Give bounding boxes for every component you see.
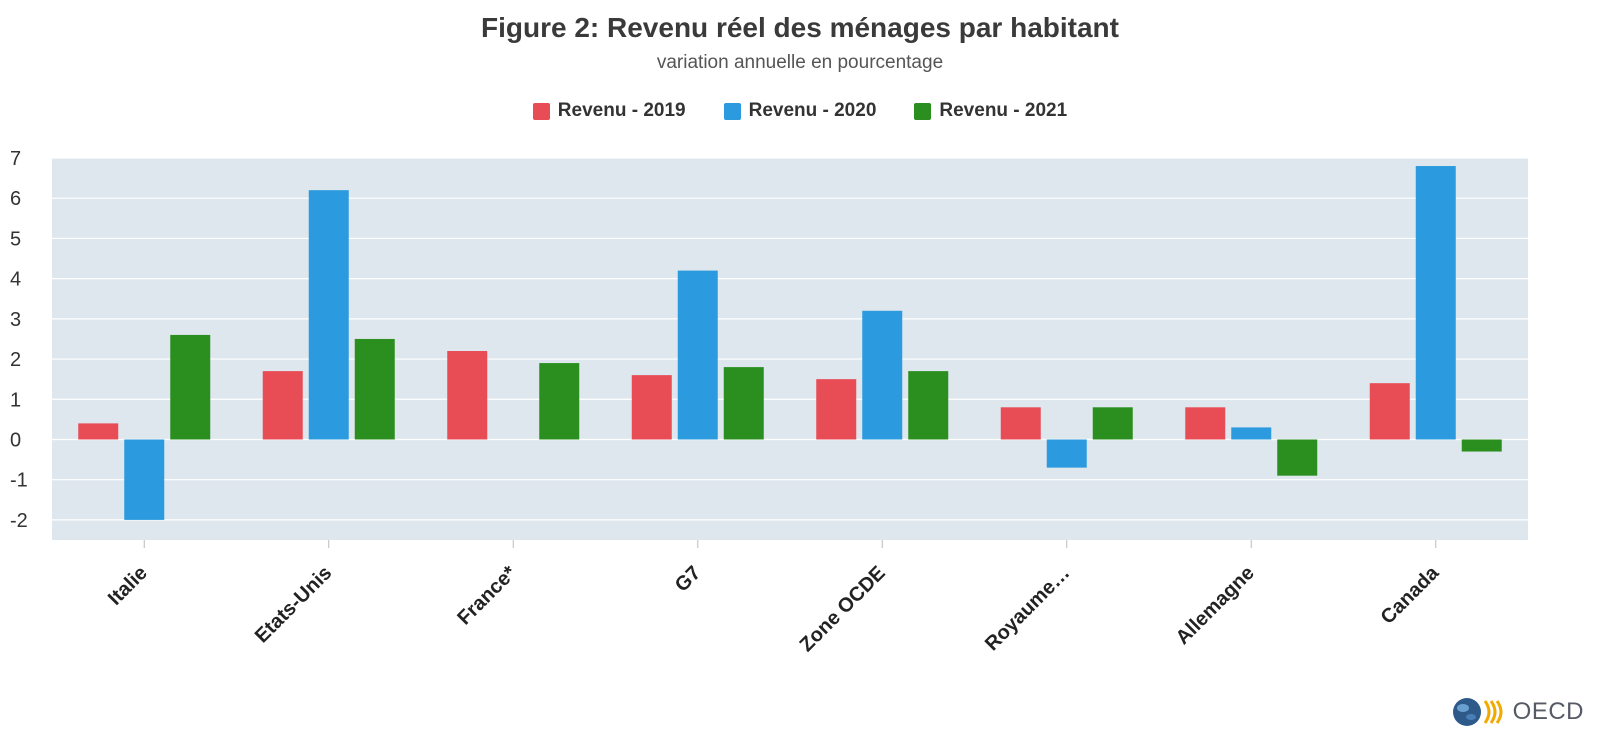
legend-label-2019: Revenu - 2019 xyxy=(557,100,686,121)
bar-italie-revenu-2020 xyxy=(124,439,165,520)
oecd-globe-icon xyxy=(1452,698,1503,726)
y-tick-label: -1 xyxy=(10,470,28,492)
bar-france-revenu-2019 xyxy=(447,351,488,440)
plot-area xyxy=(52,158,1528,540)
x-tick-label: Allemagne xyxy=(1172,562,1259,649)
chart-subtitle: variation annuelle en pourcentage xyxy=(656,52,944,73)
legend-item-2021[interactable]: Revenu - 2021 xyxy=(914,100,1067,122)
bar-etats-unis-revenu-2021 xyxy=(354,338,395,440)
y-tick-label: 6 xyxy=(10,188,21,210)
legend-item-2019[interactable]: Revenu - 2019 xyxy=(532,100,686,122)
chart-title: Figure 2: Revenu réel des ménages par ha… xyxy=(481,12,1119,43)
bar-allemagne-revenu-2021 xyxy=(1277,439,1318,476)
oecd-logo: OECD xyxy=(1451,695,1584,729)
bar-france-revenu-2021 xyxy=(539,363,580,440)
x-tick-label: France* xyxy=(453,562,521,630)
bar-royaume-revenu-2019 xyxy=(1000,407,1041,440)
x-tick-label: Zone OCDE xyxy=(796,562,890,656)
legend-label-2021: Revenu - 2021 xyxy=(939,100,1068,121)
y-tick-label: 4 xyxy=(10,269,21,291)
bar-etats-unis-revenu-2019 xyxy=(262,371,303,440)
legend: Revenu - 2019 Revenu - 2020 Revenu - 202… xyxy=(0,100,1600,122)
y-tick-label: 2 xyxy=(10,349,21,371)
y-tick-label: 0 xyxy=(10,429,21,451)
bar-royaume-revenu-2021 xyxy=(1092,407,1133,440)
bar-zone-ocde-revenu-2021 xyxy=(908,371,949,440)
bar-canada-revenu-2021 xyxy=(1461,439,1502,452)
legend-swatch-2019 xyxy=(532,102,550,120)
x-tick-label: Royaume… xyxy=(981,562,1074,655)
bar-zone-ocde-revenu-2019 xyxy=(816,379,857,440)
legend-swatch-2020 xyxy=(723,102,741,120)
y-tick-label: 7 xyxy=(10,148,21,170)
oecd-logo-text: OECD xyxy=(1512,698,1584,725)
bar-g7-revenu-2020 xyxy=(677,270,718,440)
bar-g7-revenu-2021 xyxy=(723,367,764,440)
legend-item-2020[interactable]: Revenu - 2020 xyxy=(723,100,877,122)
bar-etats-unis-revenu-2020 xyxy=(308,190,349,440)
bar-canada-revenu-2019 xyxy=(1369,383,1410,440)
bar-italie-revenu-2021 xyxy=(170,334,211,440)
bar-g7-revenu-2019 xyxy=(631,375,672,440)
bar-zone-ocde-revenu-2020 xyxy=(862,310,903,440)
y-tick-label: 5 xyxy=(10,228,21,250)
y-tick-label: 3 xyxy=(10,309,21,331)
y-tick-label: 1 xyxy=(10,389,21,411)
x-tick-label: Italie xyxy=(104,562,152,610)
legend-label-2020: Revenu - 2020 xyxy=(748,100,877,121)
x-tick-label: Etats-Unis xyxy=(251,562,336,647)
bar-royaume-revenu-2020 xyxy=(1046,439,1087,468)
legend-swatch-2021 xyxy=(914,102,932,120)
y-tick-label: -2 xyxy=(10,510,28,532)
x-tick-label: Canada xyxy=(1377,561,1444,628)
bar-italie-revenu-2019 xyxy=(78,423,119,440)
x-tick-label: G7 xyxy=(671,562,705,596)
bar-allemagne-revenu-2020 xyxy=(1231,427,1272,440)
bar-allemagne-revenu-2019 xyxy=(1185,407,1226,440)
bar-canada-revenu-2020 xyxy=(1415,166,1456,440)
